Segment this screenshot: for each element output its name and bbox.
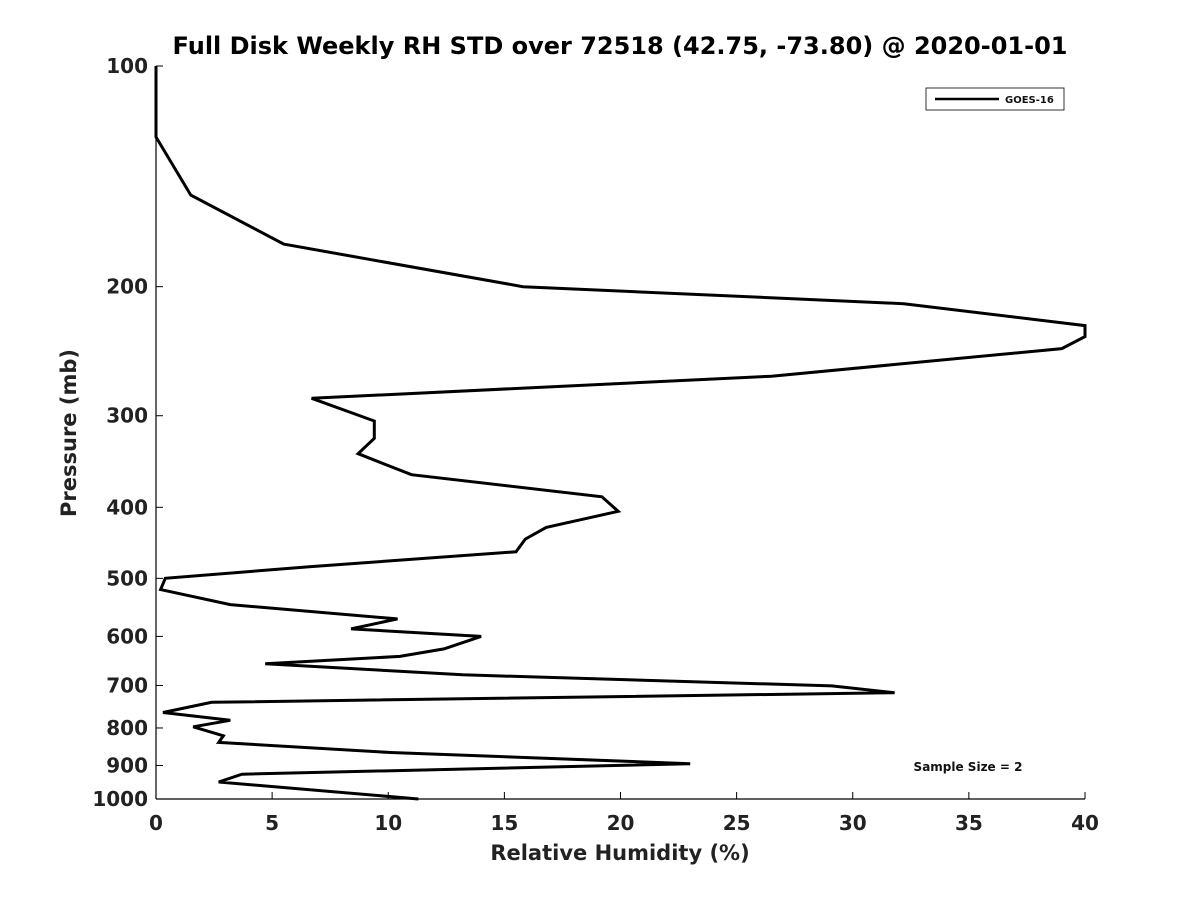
y-ticks: 100 200 300 400 500 600 700 800 900 1000 — [92, 54, 163, 811]
y-tick-label: 600 — [106, 624, 148, 648]
x-tick-label: 5 — [265, 811, 279, 835]
y-tick-label: 500 — [106, 566, 148, 590]
x-tick-label: 15 — [490, 811, 518, 835]
y-tick-label: 700 — [106, 673, 148, 697]
x-tick-label: 35 — [955, 811, 983, 835]
sample-size-annotation: Sample Size = 2 — [914, 760, 1023, 774]
plot-area — [154, 66, 1087, 801]
legend-label-goes-16: GOES-16 — [1005, 95, 1054, 106]
y-tick-label: 400 — [106, 495, 148, 519]
y-tick-label: 200 — [106, 275, 148, 299]
y-axis-label: Pressure (mb) — [57, 349, 81, 517]
series-line-goes-16 — [154, 66, 1087, 801]
x-tick-label: 0 — [149, 811, 163, 835]
y-tick-label: 1000 — [92, 787, 148, 811]
x-tick-label: 10 — [374, 811, 402, 835]
legend: GOES-16 — [925, 87, 1065, 111]
x-tick-label: 20 — [607, 811, 635, 835]
x-tick-label: 25 — [723, 811, 751, 835]
x-tick-label: 40 — [1071, 811, 1099, 835]
x-tick-label: 30 — [839, 811, 867, 835]
y-tick-label: 900 — [106, 753, 148, 777]
chart-title: Full Disk Weekly RH STD over 72518 (42.7… — [173, 32, 1068, 60]
y-tick-label: 800 — [106, 716, 148, 740]
y-tick-label: 300 — [106, 404, 148, 428]
x-axis-label: Relative Humidity (%) — [490, 841, 749, 865]
y-tick-label: 100 — [106, 54, 148, 78]
x-ticks: 0 5 10 15 20 25 30 35 40 — [149, 792, 1099, 835]
